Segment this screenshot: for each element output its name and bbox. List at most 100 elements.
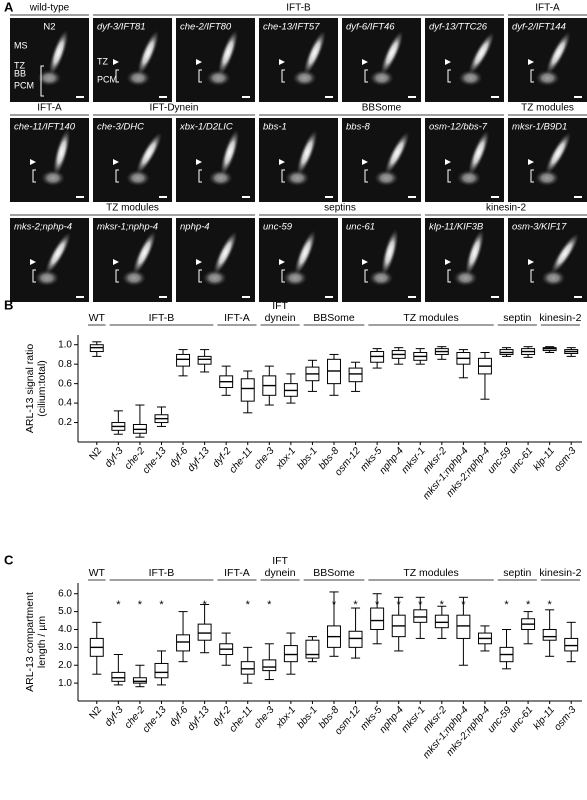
panel-title: che-13/IFT57	[263, 22, 320, 33]
micrograph	[425, 218, 504, 302]
cilium-signal	[465, 229, 485, 276]
bracket	[281, 169, 285, 183]
micrograph	[176, 18, 255, 102]
x-tick-label: osm-3	[552, 445, 579, 474]
pcm-signal	[457, 170, 482, 186]
arrowhead	[196, 59, 202, 65]
bracket	[32, 169, 36, 183]
y-axis-label: ARL-13 signal ratio	[24, 344, 36, 433]
x-tick-label: che-13	[141, 704, 169, 735]
panel-title: dyf-2/IFT144	[512, 22, 566, 33]
group-title: kinesin-2	[486, 203, 526, 214]
arrowhead	[196, 259, 202, 265]
box	[176, 634, 191, 652]
box	[262, 659, 277, 672]
arrowhead	[362, 259, 368, 265]
y-tick-label: 1.0	[58, 678, 72, 689]
box	[564, 637, 579, 652]
pcm-signal	[285, 170, 310, 186]
bracket	[198, 269, 202, 283]
micrograph	[176, 218, 255, 302]
significance-mark: *	[332, 599, 337, 611]
arrowhead	[445, 159, 451, 165]
cilium-signal	[384, 131, 410, 175]
scale-bar	[325, 196, 333, 198]
bracket	[364, 269, 368, 283]
cilium-signal	[550, 233, 579, 274]
significance-mark: *	[246, 599, 251, 611]
significance-mark: *	[461, 599, 466, 611]
arrowhead	[30, 259, 36, 265]
scale-bar	[408, 96, 416, 98]
bracket	[364, 169, 368, 183]
group-title: IFT-Dynein	[150, 103, 199, 114]
pcm-signal	[535, 70, 560, 86]
significance-mark: *	[375, 599, 380, 611]
bracket	[447, 69, 451, 83]
cilium-signal	[220, 129, 240, 176]
panel-label: A	[4, 0, 14, 14]
structure-label: PCM	[97, 74, 117, 84]
structure-label: PCM	[14, 80, 34, 90]
cilium-signal	[545, 132, 572, 175]
panel-title: mksr-1;nphp-4	[97, 222, 158, 233]
micrograph	[508, 218, 587, 302]
x-tick-label: dyf-13	[186, 704, 213, 733]
arrowhead	[113, 159, 119, 165]
significance-mark: *	[138, 599, 143, 611]
box	[111, 671, 126, 682]
box	[176, 353, 191, 367]
pcm-signal	[535, 170, 560, 186]
scale-bar	[76, 196, 84, 198]
significance-mark: *	[116, 599, 121, 611]
bracket	[115, 269, 119, 283]
panel-title: bbs-1	[263, 122, 287, 133]
box	[542, 628, 557, 641]
x-tick-label: che-3	[252, 704, 277, 731]
x-tick-label: N2	[87, 704, 104, 721]
group-label: IFT-A	[224, 312, 250, 324]
pcm-signal	[541, 270, 566, 286]
pcm-signal	[40, 170, 65, 186]
box	[240, 378, 255, 402]
pcm-signal	[374, 170, 399, 186]
panel-title: che-2/IFT80	[180, 22, 232, 33]
x-tick-label: che-13	[141, 445, 169, 476]
pcm-signal	[292, 70, 317, 86]
group-label: WT	[89, 567, 106, 579]
scale-bar	[574, 196, 582, 198]
box	[197, 623, 212, 641]
micrograph	[93, 218, 172, 302]
group-title: TZ modules	[521, 103, 574, 114]
significance-mark: *	[504, 599, 509, 611]
box	[348, 630, 363, 648]
scale-bar	[574, 296, 582, 298]
group-label: kinesin-2	[539, 567, 581, 579]
panel-title: klp-11/KIF3B	[429, 222, 484, 233]
scale-bar	[408, 296, 416, 298]
box	[370, 607, 385, 630]
panel-title: dyf-6/IFT46	[346, 22, 395, 33]
box	[197, 355, 212, 365]
panel-title: dyf-13/TTC26	[429, 22, 488, 33]
arrowhead	[279, 59, 285, 65]
pcm-signal	[126, 70, 151, 86]
cilium-signal	[218, 29, 238, 76]
group-title: IFT-B	[286, 3, 311, 14]
arrowhead	[445, 59, 451, 65]
panel-title: nphp-4	[180, 222, 210, 233]
panel-title: mks-2;nphp-4	[14, 222, 72, 233]
pcm-signal	[202, 270, 227, 286]
box	[456, 614, 471, 639]
group-label: dynein	[265, 312, 296, 324]
y-tick-label: 1.0	[58, 339, 72, 350]
group-label: TZ modules	[403, 567, 458, 579]
group-label: BBSome	[313, 312, 355, 324]
cilium-signal	[213, 231, 238, 275]
scale-bar	[325, 296, 333, 298]
cilium-signal	[45, 232, 71, 275]
significance-mark: *	[440, 599, 445, 611]
significance-mark: *	[202, 599, 207, 611]
arrowhead	[445, 259, 451, 265]
x-tick-label: unc-61	[507, 705, 535, 735]
